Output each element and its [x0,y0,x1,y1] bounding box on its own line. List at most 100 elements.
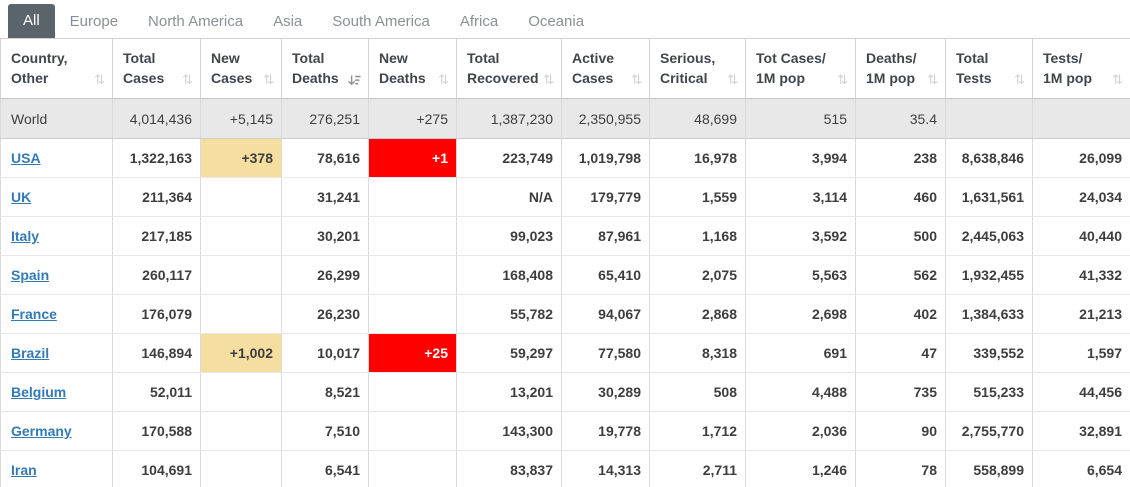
cell-tot-cases-1m-pop: 3,994 [745,138,856,178]
tab-south-america[interactable]: South America [317,6,445,38]
cell-tests-1m-pop: 26,099 [1032,138,1130,178]
cell-tot-cases-1m-pop: 3,592 [745,216,856,256]
table-row-usa: USA 1,322,163 +378 78,616 +1 223,749 1,019,798… [0,138,1130,178]
cell-total-tests [945,98,1033,139]
cell-total-deaths: 10,017 [281,333,369,373]
column-label-line: New [211,50,240,66]
column-header-total-cases[interactable]: Total Cases ⇅ [112,38,201,99]
cell-total-cases: 170,588 [112,411,201,451]
column-label-line: Cases [211,70,253,87]
column-label-line: 1M pop [756,70,805,87]
column-header-tests-1m-pop[interactable]: Tests/1M pop ⇅ [1032,38,1130,99]
cell-total-deaths: 8,521 [281,372,369,412]
country-cell: Iran [0,450,113,487]
cell-active-cases: 30,289 [561,372,650,412]
cell-total-cases: 176,079 [112,294,201,334]
column-header-tot-cases-1m-pop[interactable]: Tot Cases/1M pop ⇅ [745,38,856,99]
column-label-line: Other [11,70,49,87]
column-label-line: Total [292,50,325,66]
table-row-france: France 176,079 26,230 55,782 94,067 2,868 2,69… [0,294,1130,334]
cell-active-cases: 65,410 [561,255,650,295]
cell-deaths-1m-pop: 238 [855,138,946,178]
column-header-serious-critical[interactable]: Serious, Critical ⇅ [649,38,746,99]
cell-tot-cases-1m-pop: 4,488 [745,372,856,412]
table-row-world: World 4,014,436 +5,145 276,251 +275 1,387,230… [0,98,1130,139]
country-link-belgium[interactable]: Belgium [11,384,67,400]
cell-new-cases: +5,145 [200,98,282,139]
cell-deaths-1m-pop: 562 [855,255,946,295]
column-header-total-recovered[interactable]: Total Recovered ⇅ [456,38,562,99]
cell-tests-1m-pop: 44,456 [1032,372,1130,412]
cell-total-tests: 1,631,561 [945,177,1033,217]
column-label-line: Critical [660,70,708,87]
country-cell: USA [0,138,113,178]
cell-total-tests: 1,932,455 [945,255,1033,295]
sort-toggle-icon: ⇅ [1014,73,1025,88]
cell-new-cases: +378 [200,138,282,178]
country-link-germany[interactable]: Germany [11,423,72,439]
cell-tot-cases-1m-pop: 3,114 [745,177,856,217]
country-link-france[interactable]: France [11,306,57,322]
table-row-germany: Germany 170,588 7,510 143,300 19,778 1,712 2,0… [0,411,1130,451]
cell-new-deaths: +1 [368,138,457,178]
column-header-country-other[interactable]: Country, Other ⇅ [0,38,113,99]
cell-total-recovered: 59,297 [456,333,562,373]
tab-asia[interactable]: Asia [258,6,317,38]
cell-serious-critical: 48,699 [649,98,746,139]
country-link-usa[interactable]: USA [11,150,41,166]
column-label-line: Country, [11,50,68,66]
table-row-italy: Italy 217,185 30,201 99,023 87,961 1,168 3,592… [0,216,1130,256]
country-link-italy[interactable]: Italy [11,228,40,244]
column-label-line: Serious, [660,50,716,66]
table-row-brazil: Brazil 146,894 +1,002 10,017 +25 59,297 77,580… [0,333,1130,373]
cell-new-deaths: +25 [368,333,457,373]
column-label-line: Cases [572,70,614,87]
cell-tot-cases-1m-pop: 1,246 [745,450,856,487]
country-link-spain[interactable]: Spain [11,267,50,283]
column-header-new-cases[interactable]: New Cases ⇅ [200,38,282,99]
cell-new-deaths [368,177,457,217]
sort-toggle-icon: ⇅ [1112,73,1123,88]
cell-new-deaths [368,255,457,295]
tab-all[interactable]: All [8,4,55,38]
cell-total-recovered: N/A [456,177,562,217]
tab-europe[interactable]: Europe [55,6,133,38]
country-link-brazil[interactable]: Brazil [11,345,50,361]
cell-total-recovered: 55,782 [456,294,562,334]
cell-total-recovered: 143,300 [456,411,562,451]
column-header-deaths-1m-pop[interactable]: Deaths/1M pop ⇅ [855,38,946,99]
cell-total-cases: 260,117 [112,255,201,295]
cell-total-tests: 339,552 [945,333,1033,373]
cell-tests-1m-pop: 32,891 [1032,411,1130,451]
cell-total-tests: 1,384,633 [945,294,1033,334]
column-header-total-deaths[interactable]: Total Deaths [281,38,369,99]
column-header-active-cases[interactable]: Active Cases ⇅ [561,38,650,99]
country-link-uk[interactable]: UK [11,189,32,205]
sort-toggle-icon: ⇅ [543,73,554,88]
cell-new-deaths [368,411,457,451]
cell-total-tests: 8,638,846 [945,138,1033,178]
cell-new-cases [200,372,282,412]
column-header-total-tests[interactable]: Total Tests ⇅ [945,38,1033,99]
sort-toggle-icon: ⇅ [182,73,193,88]
cell-deaths-1m-pop: 460 [855,177,946,217]
country-link-iran[interactable]: Iran [11,462,37,478]
cell-new-cases [200,450,282,487]
country-cell: UK [0,177,113,217]
cell-new-cases: +1,002 [200,333,282,373]
cell-active-cases: 94,067 [561,294,650,334]
tab-africa[interactable]: Africa [445,6,513,38]
cell-new-deaths [368,216,457,256]
sort-toggle-icon: ⇅ [263,73,274,88]
cell-tests-1m-pop [1032,98,1130,139]
tab-north-america[interactable]: North America [133,6,258,38]
cell-tot-cases-1m-pop: 691 [745,333,856,373]
covid-stats-table: Country, Other ⇅ Total Cases ⇅ New Cases ⇅ Total D… [0,38,1130,487]
cell-deaths-1m-pop: 35.4 [855,98,946,139]
cell-deaths-1m-pop: 47 [855,333,946,373]
column-header-new-deaths[interactable]: New Deaths ⇅ [368,38,457,99]
cell-deaths-1m-pop: 402 [855,294,946,334]
tab-oceania[interactable]: Oceania [513,6,599,38]
cell-active-cases: 2,350,955 [561,98,650,139]
cell-total-cases: 104,691 [112,450,201,487]
